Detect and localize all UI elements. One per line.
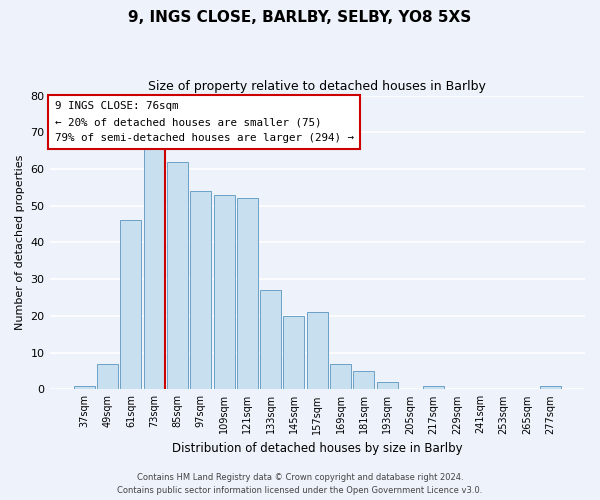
- X-axis label: Distribution of detached houses by size in Barlby: Distribution of detached houses by size …: [172, 442, 463, 455]
- Y-axis label: Number of detached properties: Number of detached properties: [15, 154, 25, 330]
- Bar: [167, 162, 188, 390]
- Text: 9 INGS CLOSE: 76sqm
← 20% of detached houses are smaller (75)
79% of semi-detach: 9 INGS CLOSE: 76sqm ← 20% of detached ho…: [55, 102, 354, 142]
- Bar: [377, 382, 398, 390]
- Title: Size of property relative to detached houses in Barlby: Size of property relative to detached ho…: [148, 80, 486, 93]
- Bar: [307, 312, 328, 390]
- Bar: [144, 140, 165, 390]
- Bar: [260, 290, 281, 390]
- Bar: [423, 386, 444, 390]
- Bar: [190, 191, 211, 390]
- Bar: [237, 198, 258, 390]
- Bar: [539, 386, 560, 390]
- Bar: [74, 386, 95, 390]
- Text: Contains HM Land Registry data © Crown copyright and database right 2024.
Contai: Contains HM Land Registry data © Crown c…: [118, 474, 482, 495]
- Bar: [283, 316, 304, 390]
- Bar: [353, 371, 374, 390]
- Text: 9, INGS CLOSE, BARLBY, SELBY, YO8 5XS: 9, INGS CLOSE, BARLBY, SELBY, YO8 5XS: [128, 10, 472, 25]
- Bar: [330, 364, 351, 390]
- Bar: [97, 364, 118, 390]
- Bar: [214, 194, 235, 390]
- Bar: [121, 220, 142, 390]
